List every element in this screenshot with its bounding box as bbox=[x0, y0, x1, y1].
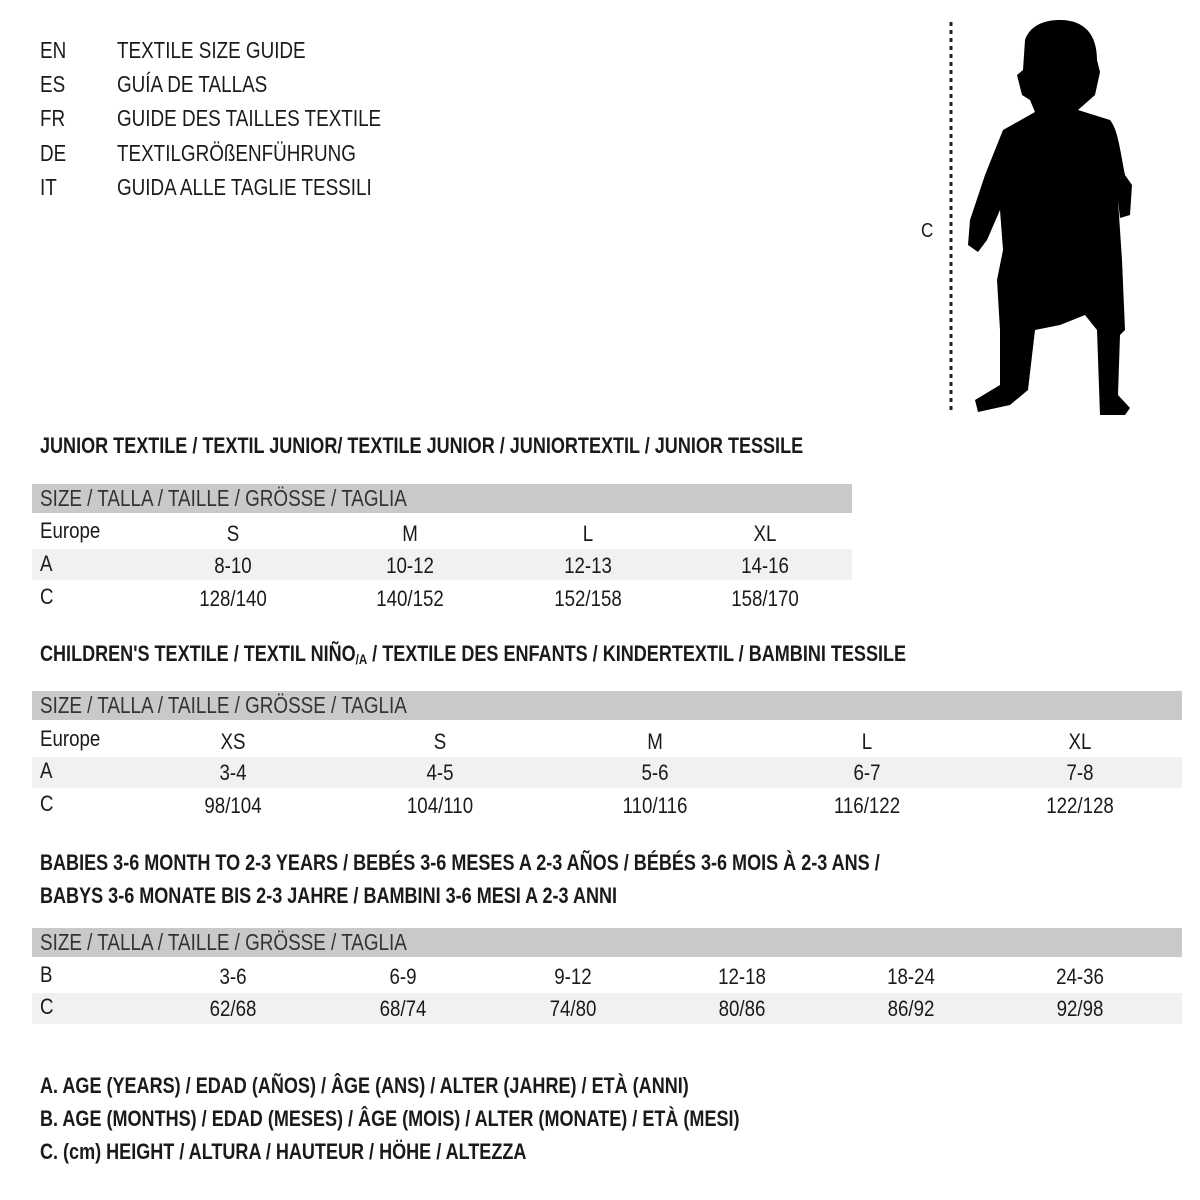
cell: 68/74 bbox=[379, 996, 427, 1021]
cell: 104/110 bbox=[406, 793, 474, 818]
lang-title: GUÍA DE TALLAS bbox=[117, 71, 268, 97]
cell: XS bbox=[220, 729, 246, 754]
cell: 8-10 bbox=[214, 553, 252, 578]
cell: 5-6 bbox=[641, 760, 669, 785]
child-silhouette-icon bbox=[949, 20, 1132, 415]
cell: 24-36 bbox=[1056, 964, 1104, 989]
cell: S bbox=[226, 521, 240, 546]
cell: 7-8 bbox=[1066, 760, 1094, 785]
cell: 6-9 bbox=[389, 964, 417, 989]
lang-code: IT bbox=[40, 174, 57, 200]
babies-title-line1: BABIES 3-6 MONTH TO 2-3 YEARS / BEBÉS 3-… bbox=[40, 850, 880, 875]
cell: 14-16 bbox=[741, 553, 789, 578]
cell: M bbox=[402, 521, 418, 546]
table-row-shade bbox=[32, 549, 852, 580]
junior-title: JUNIOR TEXTILE / TEXTIL JUNIOR/ TEXTILE … bbox=[40, 433, 804, 458]
legend-item: C. (cm) HEIGHT / ALTURA / HAUTEUR / HÖHE… bbox=[40, 1139, 527, 1164]
lang-code: EN bbox=[40, 37, 67, 63]
cell: 92/98 bbox=[1056, 996, 1104, 1021]
lang-title: GUIDA ALLE TAGLIE TESSILI bbox=[117, 174, 372, 200]
cell: L bbox=[861, 729, 873, 754]
cell: 62/68 bbox=[209, 996, 257, 1021]
cell: 80/86 bbox=[718, 996, 766, 1021]
cell: 4-5 bbox=[426, 760, 454, 785]
cell: 140/152 bbox=[376, 586, 444, 611]
legend-item: B. AGE (MONTHS) / EDAD (MESES) / ÂGE (MO… bbox=[40, 1106, 740, 1131]
lang-title: GUIDE DES TAILLES TEXTILE bbox=[117, 105, 382, 131]
babies-title-line2: BABYS 3-6 MONATE BIS 2-3 JAHRE / BAMBINI… bbox=[40, 883, 618, 908]
cell: 158/170 bbox=[731, 586, 799, 611]
row-label: B bbox=[40, 962, 53, 987]
row-label: A bbox=[40, 758, 53, 783]
cell: 98/104 bbox=[204, 793, 262, 818]
cell: 9-12 bbox=[554, 964, 592, 989]
table-row-shade bbox=[32, 993, 1182, 1024]
row-label: C bbox=[40, 994, 54, 1019]
cell: 3-4 bbox=[219, 760, 247, 785]
cell: M bbox=[647, 729, 663, 754]
cell: 12-13 bbox=[564, 553, 612, 578]
table-header: SIZE / TALLA / TAILLE / GRÖSSE / TAGLIA bbox=[32, 928, 1182, 957]
cell: 18-24 bbox=[887, 964, 935, 989]
cell: L bbox=[582, 521, 594, 546]
table-header: SIZE / TALLA / TAILLE / GRÖSSE / TAGLIA bbox=[32, 484, 852, 513]
legend-item: A. AGE (YEARS) / EDAD (AÑOS) / ÂGE (ANS)… bbox=[40, 1073, 689, 1098]
cell: 10-12 bbox=[386, 553, 434, 578]
row-label: A bbox=[40, 551, 53, 576]
lang-code: DE bbox=[40, 140, 67, 166]
cell: 152/158 bbox=[554, 586, 622, 611]
table-header: SIZE / TALLA / TAILLE / GRÖSSE / TAGLIA bbox=[32, 691, 1182, 720]
cell: XL bbox=[753, 521, 777, 546]
table-row-shade bbox=[32, 757, 1182, 788]
cell: 116/122 bbox=[833, 793, 901, 818]
lang-title: TEXTILE SIZE GUIDE bbox=[117, 37, 306, 63]
row-label: C bbox=[40, 584, 54, 609]
cell: XL bbox=[1068, 729, 1092, 754]
cell: 12-18 bbox=[718, 964, 766, 989]
lang-code: ES bbox=[40, 71, 66, 97]
cell: 110/116 bbox=[622, 793, 688, 818]
cell: 3-6 bbox=[219, 964, 247, 989]
cell: 6-7 bbox=[853, 760, 881, 785]
cell: 74/80 bbox=[549, 996, 597, 1021]
row-label: Europe bbox=[40, 518, 101, 543]
height-label: C bbox=[921, 220, 934, 242]
cell: 122/128 bbox=[1046, 793, 1114, 818]
cell: 128/140 bbox=[199, 586, 267, 611]
cell: S bbox=[433, 729, 447, 754]
cell: 86/92 bbox=[887, 996, 935, 1021]
children-title: CHILDREN'S TEXTILE / TEXTIL NIÑO/A / TEX… bbox=[40, 641, 907, 667]
lang-code: FR bbox=[40, 105, 66, 131]
lang-title: TEXTILGRÖßENFÜHRUNG bbox=[117, 140, 356, 166]
row-label: Europe bbox=[40, 726, 101, 751]
row-label: C bbox=[40, 791, 54, 816]
